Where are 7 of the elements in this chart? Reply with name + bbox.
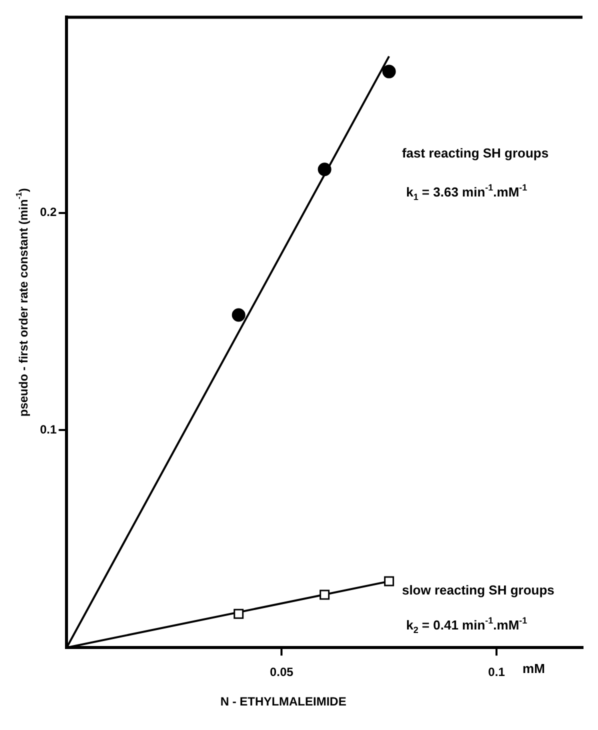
text: mM [522, 661, 545, 676]
x-axis-title: N - ETHYLMALEIMIDE [220, 694, 346, 708]
annotation: fast reacting SH groups [402, 146, 549, 161]
annotation: slow reacting SH groups [402, 582, 554, 598]
x-tick-label: 0.05 [270, 665, 294, 680]
y-axis-title: pseudo - first order rate constant (min-1) [14, 188, 30, 417]
y-tick-label: 0.2 [40, 205, 57, 220]
